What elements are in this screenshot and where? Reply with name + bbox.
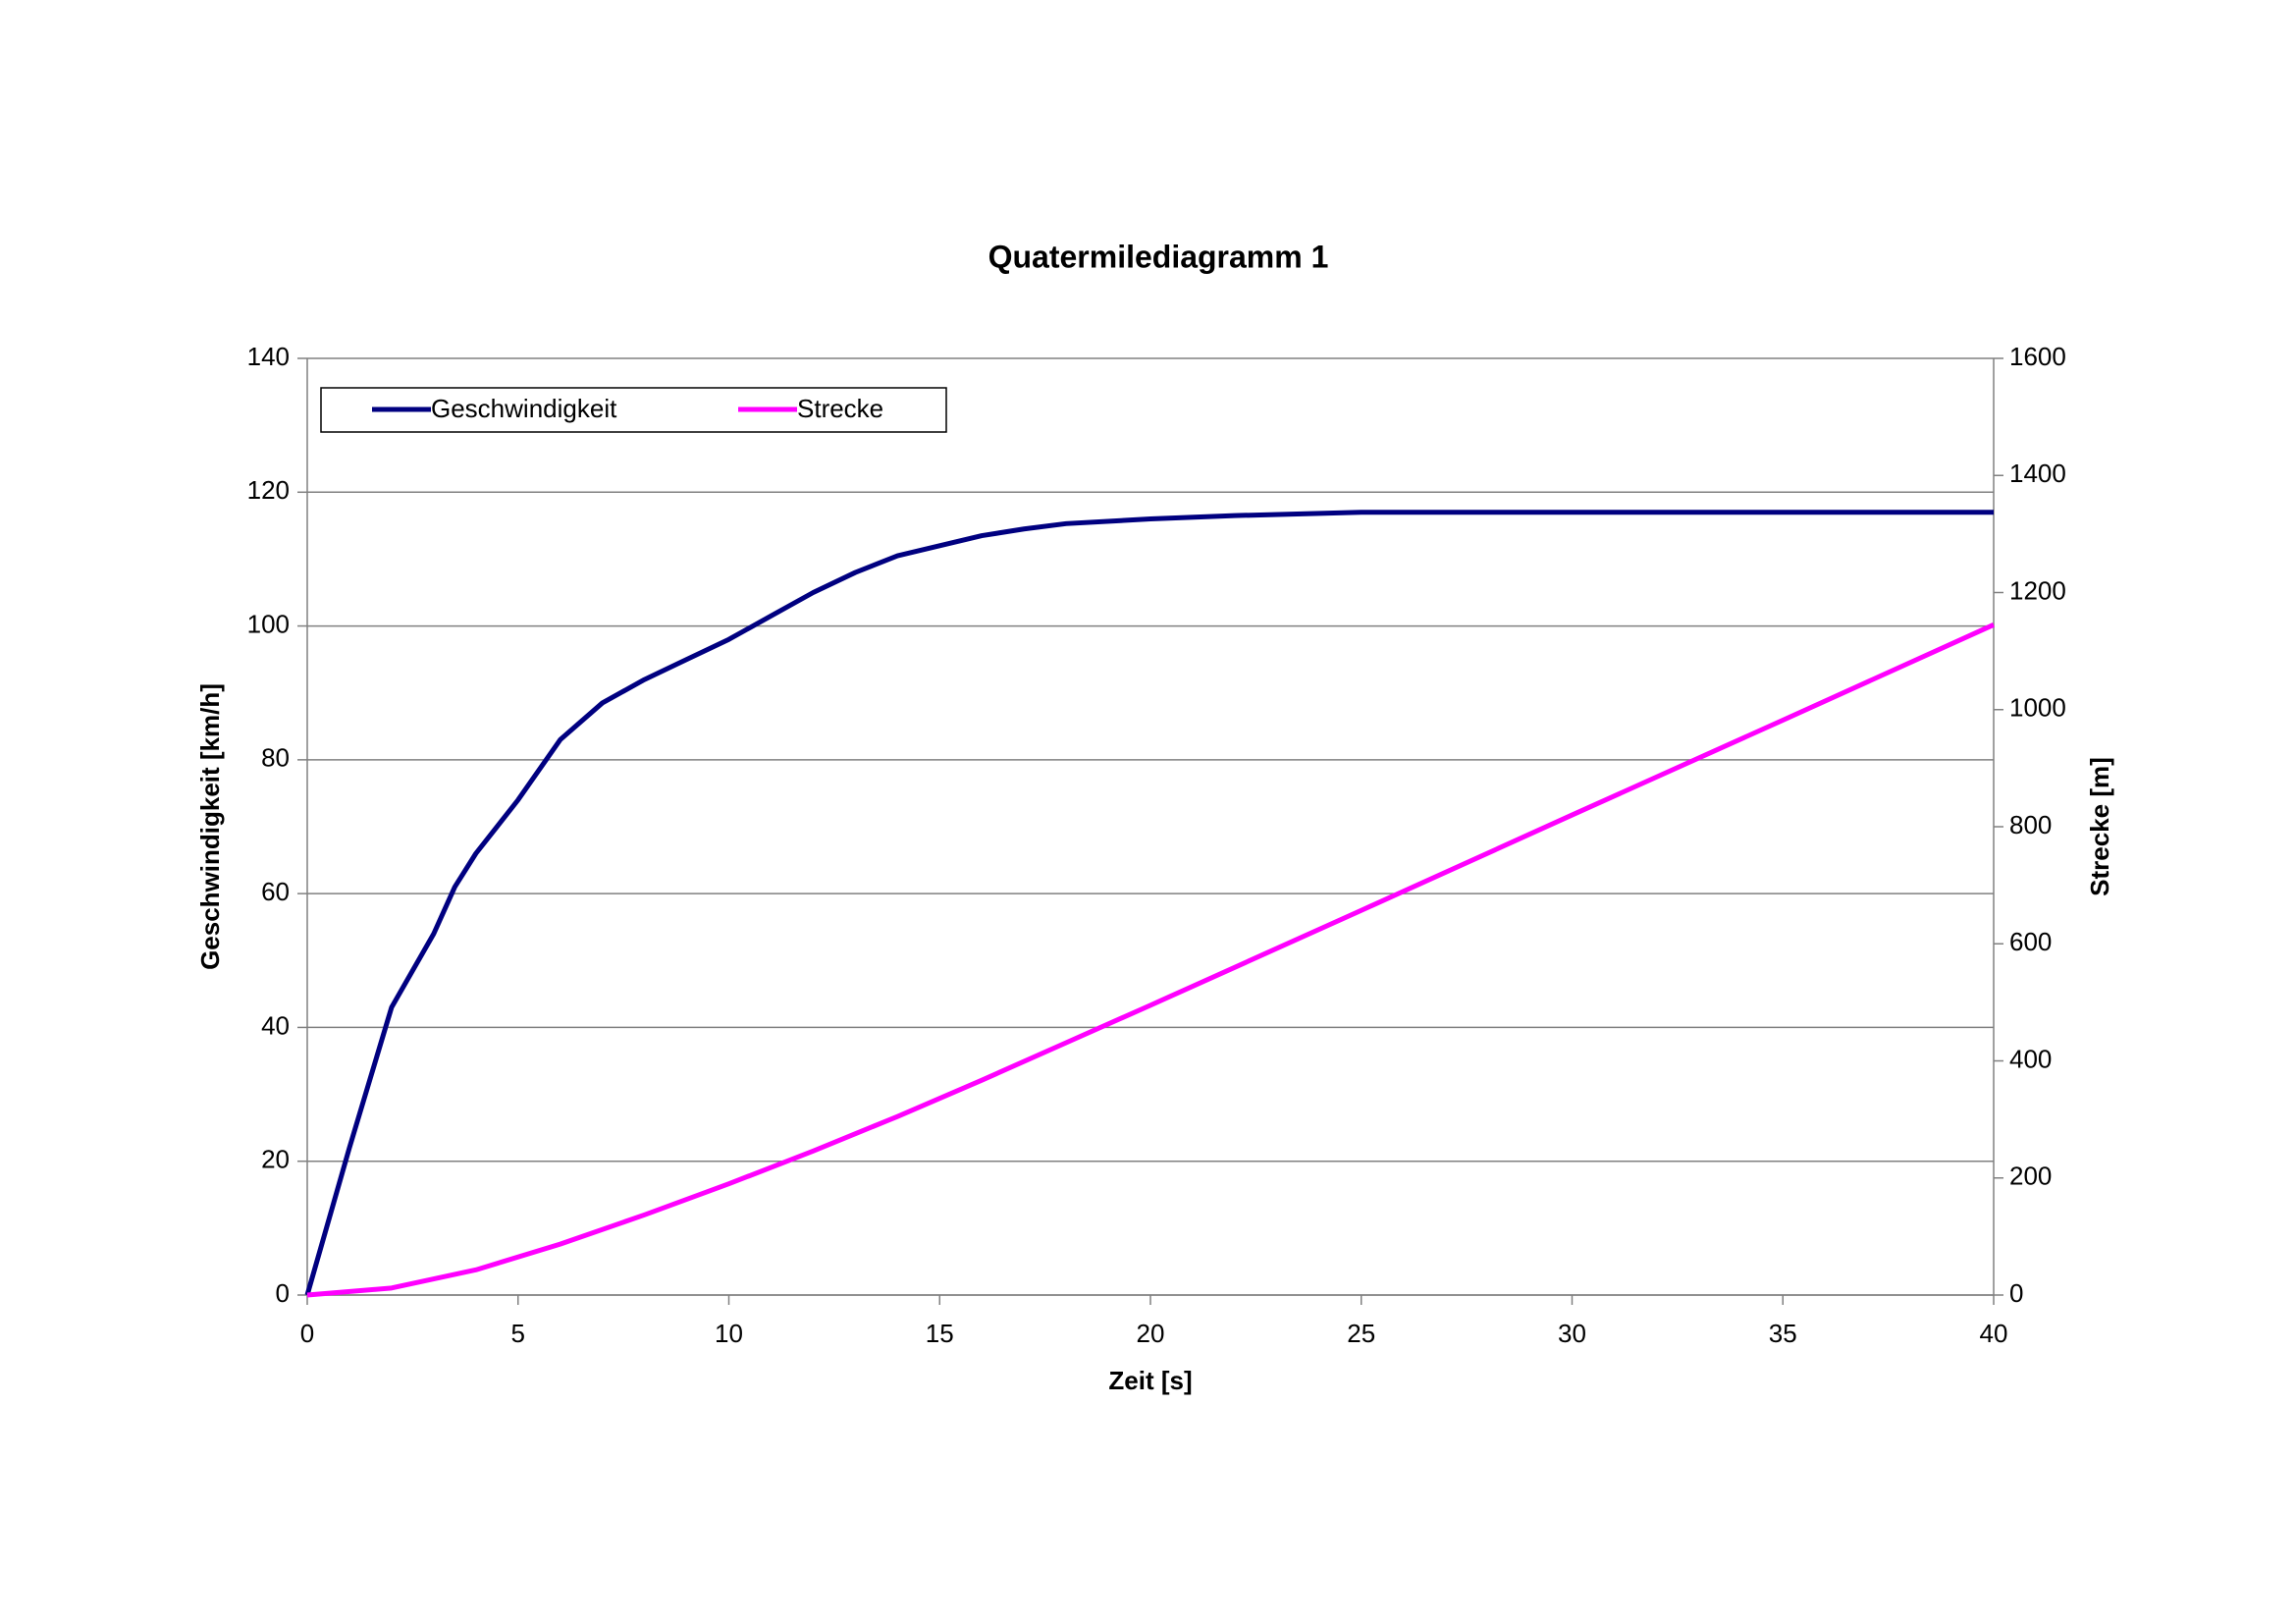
y2-tick-label: 0 bbox=[2009, 1278, 2023, 1308]
y2-tick-label: 1200 bbox=[2009, 575, 2066, 605]
legend-label: Strecke bbox=[797, 394, 883, 423]
y-tick-label: 100 bbox=[247, 609, 290, 638]
x-tick-label: 10 bbox=[715, 1319, 743, 1348]
x-tick-label: 40 bbox=[1980, 1319, 2008, 1348]
x-tick-label: 0 bbox=[300, 1319, 314, 1348]
y2-tick-label: 200 bbox=[2009, 1162, 2052, 1191]
x-tick-label: 15 bbox=[926, 1319, 954, 1348]
chart-title: Quatermilediagramm 1 bbox=[988, 239, 1329, 274]
y2-tick-label: 1600 bbox=[2009, 342, 2066, 371]
y-axis-label: Geschwindigkeit [km/h] bbox=[195, 683, 225, 970]
y-tick-label: 60 bbox=[261, 877, 290, 906]
y-tick-label: 140 bbox=[247, 342, 290, 371]
y-tick-label: 120 bbox=[247, 475, 290, 505]
x-tick-label: 30 bbox=[1558, 1319, 1586, 1348]
y2-tick-label: 1000 bbox=[2009, 693, 2066, 723]
y2-tick-label: 600 bbox=[2009, 927, 2052, 956]
series-line bbox=[304, 510, 1994, 1296]
x-axis-label: Zeit [s] bbox=[1108, 1366, 1192, 1395]
y2-tick-label: 400 bbox=[2009, 1044, 2052, 1073]
series-line bbox=[306, 622, 1996, 1298]
x-tick-label: 5 bbox=[511, 1319, 525, 1348]
y-tick-label: 0 bbox=[276, 1278, 290, 1308]
y-tick-label: 40 bbox=[261, 1010, 290, 1040]
x-tick-label: 25 bbox=[1347, 1319, 1375, 1348]
legend-label: Geschwindigkeit bbox=[431, 394, 617, 423]
y-tick-label: 80 bbox=[261, 743, 290, 773]
x-tick-label: 35 bbox=[1769, 1319, 1797, 1348]
x-tick-label: 20 bbox=[1137, 1319, 1165, 1348]
y2-tick-label: 1400 bbox=[2009, 459, 2066, 488]
y2-axis-label: Strecke [m] bbox=[2085, 757, 2114, 896]
y-tick-label: 20 bbox=[261, 1145, 290, 1174]
y2-tick-label: 800 bbox=[2009, 810, 2052, 839]
